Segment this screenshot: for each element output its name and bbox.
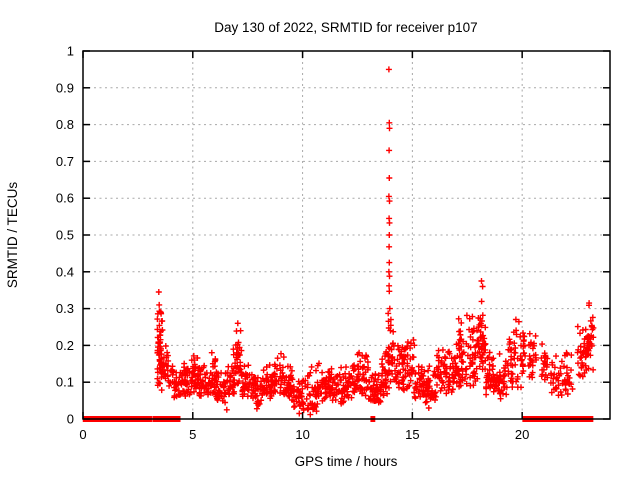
y-tick-label: 0.9 <box>56 80 74 95</box>
grid-lines <box>83 51 610 419</box>
y-tick-label: 0 <box>67 412 74 427</box>
x-tick-label: 5 <box>189 427 196 442</box>
y-tick-label: 0.5 <box>56 228 74 243</box>
y-tick-label: 0.4 <box>56 264 74 279</box>
y-tick-label: 0.7 <box>56 154 74 169</box>
y-tick-label: 0.2 <box>56 338 74 353</box>
data-points <box>154 66 597 418</box>
y-tick-label: 0.3 <box>56 301 74 316</box>
axis-ticks <box>82 50 610 420</box>
x-tick-label: 15 <box>405 427 419 442</box>
x-tick-label: 0 <box>79 427 86 442</box>
y-tick-label: 0.6 <box>56 191 74 206</box>
chart-title: Day 130 of 2022, SRMTID for receiver p10… <box>214 20 477 35</box>
x-axis-label: GPS time / hours <box>295 454 398 469</box>
x-tick-label: 10 <box>295 427 309 442</box>
y-tick-label: 0.8 <box>56 117 74 132</box>
x-tick-label: 20 <box>515 427 529 442</box>
y-axis-label: SRMTID / TECUs <box>5 182 20 289</box>
y-tick-label: 0.1 <box>56 375 74 390</box>
tick-labels: 00.10.20.30.40.50.60.70.80.910 5 10 15 20 <box>56 44 529 443</box>
y-tick-label: 1 <box>67 44 74 59</box>
